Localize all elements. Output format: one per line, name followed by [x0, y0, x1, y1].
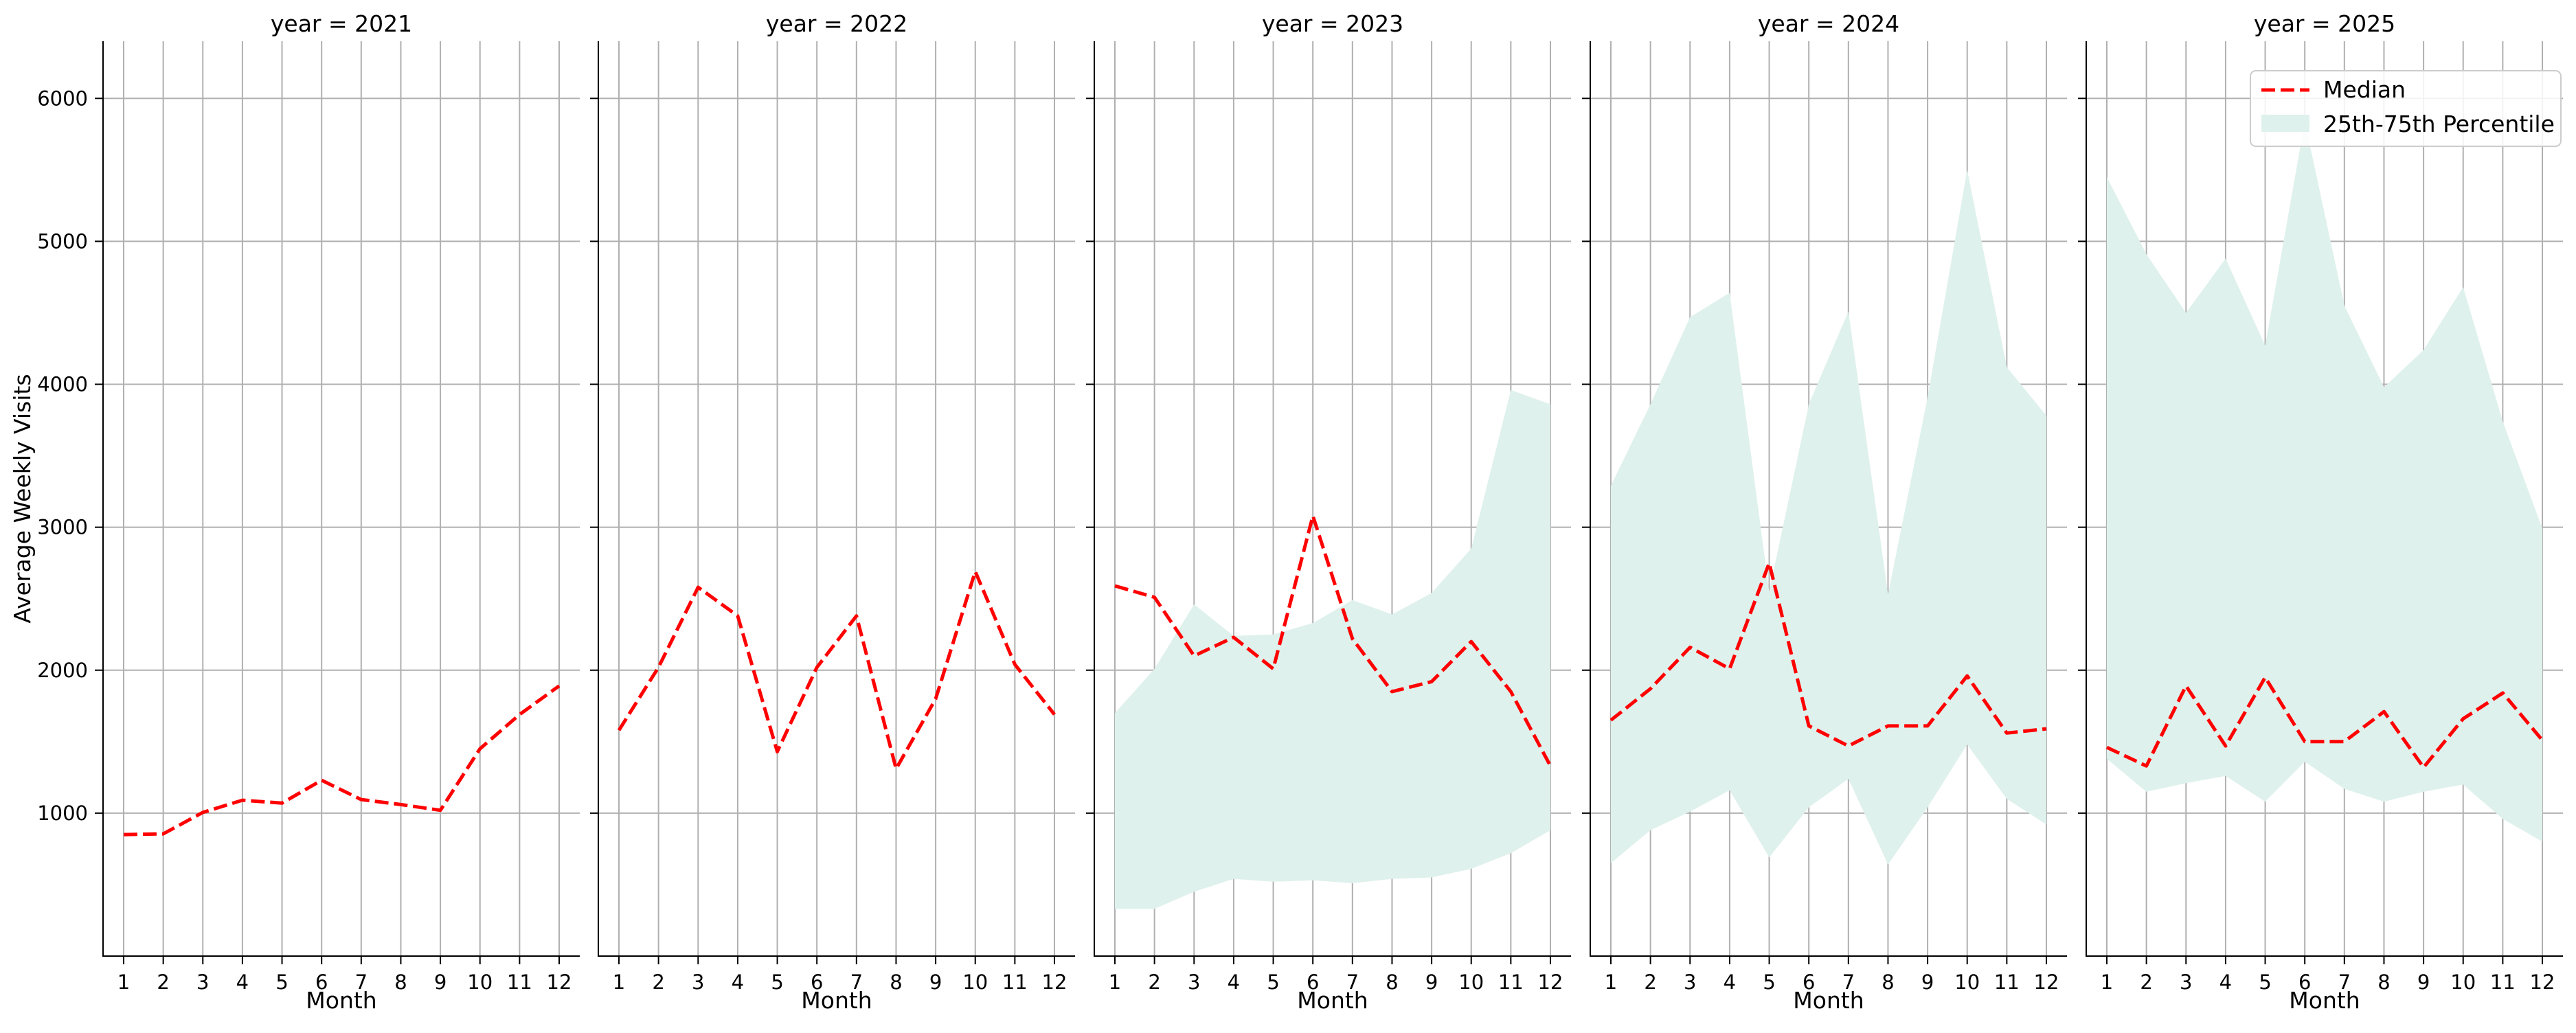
legend: Median 25th-75th Percentile — [2250, 70, 2562, 147]
median-line — [1609, 561, 2047, 748]
x-tick-label: 7 — [1346, 970, 1359, 994]
legend-median-label: Median — [2323, 76, 2406, 103]
x-tick-label: 6 — [2298, 970, 2311, 994]
x-axis-label: Month — [2289, 987, 2360, 1014]
x-tick-label: 12 — [1042, 970, 1067, 994]
percentile-band — [1115, 389, 1550, 909]
panel-title: year = 2023 — [1262, 10, 1403, 37]
x-tick-label: 11 — [1002, 970, 1028, 994]
panel-title: year = 2021 — [271, 10, 412, 37]
x-tick-label: 6 — [315, 970, 328, 994]
x-tick-label: 6 — [1307, 970, 1319, 994]
x-tick-label: 4 — [2219, 970, 2232, 994]
x-tick-label: 12 — [1538, 970, 1563, 994]
x-tick-label: 9 — [2417, 970, 2430, 994]
x-tick-label: 3 — [692, 970, 704, 994]
y-axis-label: Average Weekly Visits — [9, 374, 36, 623]
panel-1: 1 2 3 4 5 6 7 8 9 10 11 12100020003000400050006000y… — [37, 10, 580, 1014]
x-tick-label: 5 — [275, 970, 288, 994]
x-axis-label: Month — [1793, 987, 1864, 1014]
x-tick-label: 8 — [1882, 970, 1894, 994]
x-tick-label: 1 — [2101, 970, 2113, 994]
x-tick-label: 4 — [1724, 970, 1736, 994]
x-tick-label: 7 — [2338, 970, 2351, 994]
x-tick-label: 3 — [2180, 970, 2192, 994]
y-tick-label: 2000 — [37, 659, 88, 682]
x-tick-label: 4 — [236, 970, 249, 994]
x-tick-label: 5 — [2259, 970, 2271, 994]
x-axis-label: Month — [306, 987, 376, 1014]
x-tick-label: 1 — [613, 970, 625, 994]
x-tick-label: 11 — [1994, 970, 2020, 994]
panel-title: year = 2024 — [1758, 10, 1899, 37]
median-line — [123, 684, 561, 837]
x-tick-label: 6 — [811, 970, 823, 994]
x-axis-label: Month — [801, 987, 872, 1014]
x-tick-label: 5 — [771, 970, 783, 994]
x-tick-label: 9 — [1921, 970, 1934, 994]
x-tick-label: 6 — [1803, 970, 1815, 994]
x-tick-label: 8 — [2377, 970, 2390, 994]
x-tick-label: 4 — [732, 970, 744, 994]
x-tick-label: 4 — [1228, 970, 1240, 994]
x-tick-label: 11 — [507, 970, 532, 994]
legend-band-swatch — [2261, 115, 2309, 132]
x-tick-label: 8 — [1386, 970, 1398, 994]
median-line — [2105, 675, 2544, 769]
x-tick-label: 1 — [1605, 970, 1617, 994]
y-tick-label: 4000 — [37, 373, 88, 396]
x-tick-label: 7 — [850, 970, 863, 994]
median-line — [1114, 514, 1552, 767]
y-tick-label: 3000 — [37, 516, 88, 539]
x-tick-label: 12 — [547, 970, 572, 994]
x-tick-label: 1 — [117, 970, 130, 994]
x-tick-label: 12 — [2530, 970, 2555, 994]
percentile-band — [2107, 121, 2542, 842]
y-tick-label: 1000 — [37, 802, 88, 825]
x-axis-label: Month — [1297, 987, 1368, 1014]
x-tick-label: 2 — [652, 970, 664, 994]
x-tick-label: 9 — [434, 970, 447, 994]
x-tick-label: 2 — [2140, 970, 2152, 994]
x-tick-label: 7 — [355, 970, 368, 994]
panel-title: year = 2022 — [766, 10, 907, 37]
x-tick-label: 5 — [1763, 970, 1775, 994]
percentile-band — [1611, 170, 2046, 865]
x-tick-label: 5 — [1267, 970, 1279, 994]
x-tick-label: 10 — [962, 970, 988, 994]
y-tick-label: 6000 — [37, 87, 88, 110]
x-tick-label: 2 — [1148, 970, 1160, 994]
x-tick-label: 3 — [196, 970, 209, 994]
x-tick-label: 3 — [1684, 970, 1696, 994]
x-tick-label: 11 — [1498, 970, 1524, 994]
x-tick-label: 10 — [1458, 970, 1484, 994]
x-tick-label: 3 — [1188, 970, 1200, 994]
x-tick-label: 8 — [394, 970, 407, 994]
legend-band-label: 25th-75th Percentile — [2323, 111, 2555, 137]
x-tick-label: 12 — [2034, 970, 2059, 994]
y-tick-label: 5000 — [37, 229, 88, 253]
x-tick-label: 10 — [1954, 970, 1980, 994]
x-tick-label: 10 — [2450, 970, 2476, 994]
x-tick-label: 1 — [1109, 970, 1121, 994]
x-tick-label: 7 — [1842, 970, 1855, 994]
x-tick-label: 9 — [1425, 970, 1438, 994]
legend-frame — [2250, 70, 2562, 147]
x-tick-label: 9 — [929, 970, 942, 994]
x-tick-label: 2 — [157, 970, 169, 994]
x-tick-label: 10 — [467, 970, 493, 994]
panel-title: year = 2025 — [2254, 10, 2395, 37]
x-tick-label: 2 — [1644, 970, 1656, 994]
x-tick-label: 8 — [890, 970, 902, 994]
x-tick-label: 11 — [2490, 970, 2516, 994]
